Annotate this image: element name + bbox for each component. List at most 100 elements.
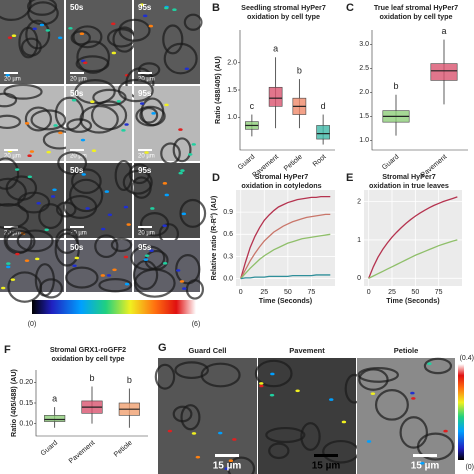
cell-outline [24,106,53,132]
scale-bar [4,149,18,151]
timelapse-image: 20 µm [0,157,64,238]
cell-outline [423,357,453,375]
chloroplast [182,287,187,290]
chart-title: Stromal HyPer7 [382,172,436,181]
micrograph [0,163,64,238]
scale-bar [70,72,84,74]
chloroplast [151,112,156,115]
chloroplast [111,51,117,55]
chloroplast [148,24,154,28]
chloroplast [101,227,106,231]
cell-outline [98,277,133,293]
cell-outline [17,191,51,214]
scale-bar [138,72,152,74]
cell-outline [110,237,133,253]
line [240,274,331,280]
chart-title: Stromal GRX1-roGFF2 [50,345,126,354]
cell-outline [399,416,429,449]
significance-letter: a [273,44,278,54]
chloroplast [218,431,223,435]
chart-title: oxidation by cell type [379,12,452,21]
g-image: 15 µm [357,357,455,474]
panel-label: B [212,2,220,14]
scale-bar [215,454,239,457]
cell-outline [138,62,161,78]
y-axis-label: Ratio (405/488) (AU) [9,368,18,437]
x-tick-label: 50 [284,289,292,296]
x-axis-label: Time (Seconds) [259,296,313,305]
timelapse-image: 50s 20 µm [55,151,133,238]
chloroplast [81,173,86,176]
g-colorbar-max: (0.4) [460,355,474,362]
cell-outline [72,25,103,49]
chloroplast [270,372,275,376]
timelapse-image: 95s 20 µm [122,163,207,245]
chloroplast [44,228,49,232]
chloroplast [144,254,150,257]
chloroplast [111,22,116,26]
g-title: Pavement [289,346,325,355]
scale-bar [4,72,18,74]
colorbar-max: (6) [192,321,201,328]
scale-bar [138,149,152,151]
chloroplast [45,29,51,32]
chart-title: oxidation in cotyledons [241,181,321,190]
cell-outline [16,229,54,253]
chloroplast [79,32,85,35]
cell-outline [66,118,93,133]
time-label: 50s [70,89,84,98]
chloroplast [35,257,40,261]
line [240,195,331,279]
chloroplast [83,61,88,65]
y-tick-label: 2.0 [227,60,237,67]
scale-label: 20 µm [138,77,155,83]
chloroplast [90,100,95,103]
chloroplast [7,36,13,39]
timelapse-image: 20 µm [0,83,77,161]
scale-label: 15 µm [312,461,341,472]
scale-label: 15 µm [411,461,440,472]
box [316,125,330,140]
cell-outline [162,24,184,55]
scale-bar [70,149,84,151]
g-colorbar-min: (0) [465,464,474,471]
cell-outline [0,157,20,190]
cell-outline [92,88,127,107]
chloroplast [370,392,376,395]
time-label: 50s [70,166,84,175]
chloroplast [5,73,10,77]
chart-title: oxidation in true leaves [369,181,449,190]
time-label: 95s [138,243,152,252]
cell-outline [114,160,133,192]
chloroplast [188,153,193,156]
chloroplast [32,27,37,31]
chloroplast [179,280,185,283]
chloroplast [178,128,183,131]
chart-title: Seedling stromal HyPer7 [241,3,326,12]
x-axis-label: Time (Seconds) [386,296,440,305]
time-label: 95s [138,89,152,98]
significance-letter: b [127,375,132,385]
scale-label: 20 µm [4,77,21,83]
chloroplast [142,14,148,18]
time-label: 95s [138,166,152,175]
panel-label: D [212,172,220,184]
scale-label: 20 µm [70,77,87,83]
chloroplast [53,124,58,127]
cell-outline [25,19,51,50]
cell-outline [69,178,104,213]
cell-outline [128,163,151,185]
chloroplast [52,188,57,192]
chloroplast [68,26,73,30]
timelapse-image: 95s 20 µm [118,0,203,100]
axis [371,30,468,151]
plot-area [372,30,468,150]
cell-outline [416,432,455,461]
y-tick-label: 1 [357,237,361,244]
y-tick-label: 0.3 [223,253,233,260]
chloroplast [139,3,145,6]
cell-outline [163,42,198,75]
chloroplast [224,467,229,470]
cell-outline [183,13,203,31]
